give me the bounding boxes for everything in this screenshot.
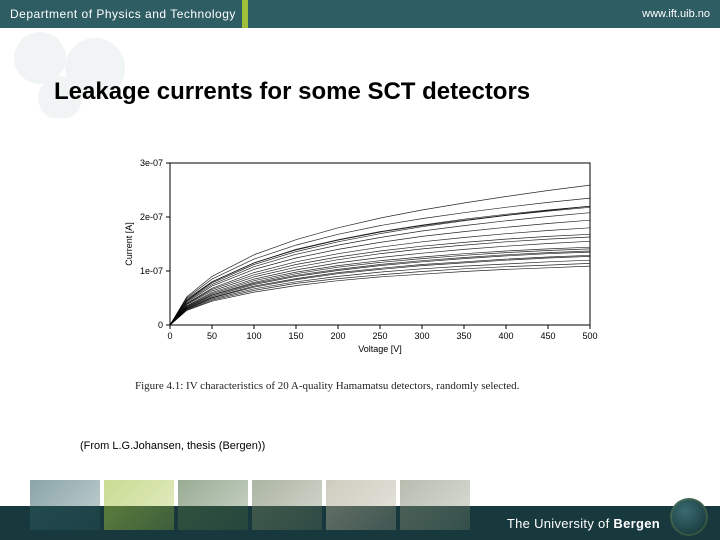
figure-caption: Figure 4.1: IV characteristics of 20 A-q… [135,380,519,392]
footer-photo [178,480,248,530]
footer-photo [104,480,174,530]
svg-text:300: 300 [414,331,429,341]
svg-text:350: 350 [456,331,471,341]
svg-text:400: 400 [498,331,513,341]
slide-root: { "header": { "dept": "Department of Phy… [0,0,720,540]
svg-text:200: 200 [330,331,345,341]
chart-container: 0 50 100 150 200 250 300 350 400 450 500 0 1e-07 2e-0… [120,155,600,355]
svg-text:500: 500 [582,331,597,341]
slide-title: Leakage currents for some SCT detectors [54,78,530,106]
svg-text:450: 450 [540,331,555,341]
svg-text:2e-07: 2e-07 [140,212,163,222]
header-bar: Department of Physics and Technology www… [0,0,720,28]
svg-text:50: 50 [207,331,217,341]
svg-text:100: 100 [246,331,261,341]
footer-photo [326,480,396,530]
footer-text-heavy: Bergen [613,516,660,531]
iv-line-chart: 0 50 100 150 200 250 300 350 400 450 500 0 1e-07 2e-0… [120,155,600,355]
svg-text:1e-07: 1e-07 [140,266,163,276]
svg-text:0: 0 [167,331,172,341]
university-crest-icon [670,498,708,536]
footer-university-text: The University of Bergen [507,516,660,531]
figure-credit: (From L.G.Johansen, thesis (Bergen)) [80,440,265,452]
svg-text:Voltage [V]: Voltage [V] [358,344,402,354]
footer-photo [252,480,322,530]
footer: The University of Bergen [0,480,720,540]
svg-text:250: 250 [372,331,387,341]
header-accent [242,0,248,28]
footer-photo [400,480,470,530]
footer-photo [30,480,100,530]
svg-text:Current [A]: Current [A] [124,222,134,266]
header-dept: Department of Physics and Technology [0,7,236,21]
svg-text:3e-07: 3e-07 [140,158,163,168]
header-url: www.ift.uib.no [642,8,720,20]
footer-text-light: The University of [507,516,614,531]
svg-text:0: 0 [158,320,163,330]
footer-photo-strip [30,480,470,530]
svg-text:150: 150 [288,331,303,341]
